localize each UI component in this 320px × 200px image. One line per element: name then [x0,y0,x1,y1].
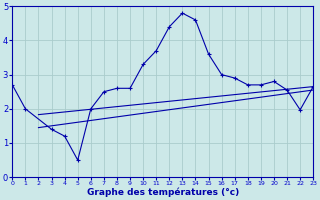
X-axis label: Graphe des températures (°c): Graphe des températures (°c) [87,188,239,197]
